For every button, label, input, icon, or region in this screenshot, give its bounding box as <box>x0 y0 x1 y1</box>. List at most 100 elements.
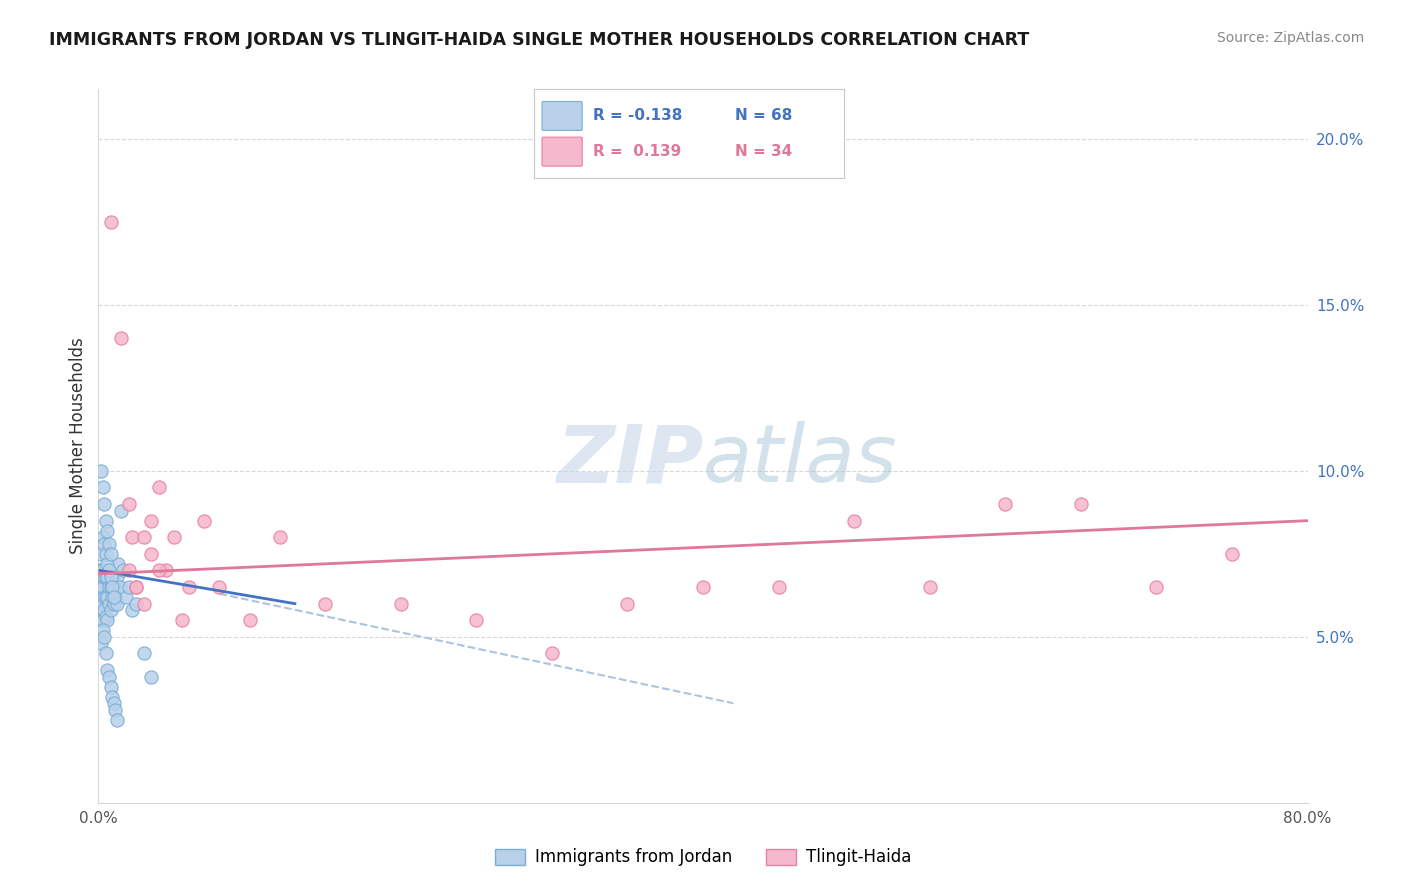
Point <box>101 690 124 704</box>
Point <box>94 590 117 604</box>
Point <box>994 497 1017 511</box>
Point <box>89 580 111 594</box>
Point <box>105 570 128 584</box>
Point <box>91 564 114 578</box>
Point <box>465 613 488 627</box>
Point <box>141 547 163 561</box>
Point <box>141 670 163 684</box>
Point <box>90 464 112 478</box>
Point <box>125 597 148 611</box>
Point <box>692 580 714 594</box>
Text: N = 68: N = 68 <box>735 109 793 123</box>
Point <box>98 670 121 684</box>
Point <box>96 590 118 604</box>
Point <box>90 580 112 594</box>
Point <box>193 514 215 528</box>
Point <box>96 524 118 538</box>
Point <box>107 557 129 571</box>
Point <box>118 497 141 511</box>
Point <box>108 580 131 594</box>
Point <box>118 580 141 594</box>
Point <box>90 613 112 627</box>
Point <box>118 564 141 578</box>
Point <box>148 481 170 495</box>
Point <box>121 530 143 544</box>
Point <box>1070 497 1092 511</box>
Point <box>103 597 125 611</box>
Point <box>179 580 201 594</box>
Point <box>239 613 262 627</box>
Point <box>768 580 790 594</box>
Text: R =  0.139: R = 0.139 <box>593 145 682 159</box>
Text: IMMIGRANTS FROM JORDAN VS TLINGIT-HAIDA SINGLE MOTHER HOUSEHOLDS CORRELATION CHA: IMMIGRANTS FROM JORDAN VS TLINGIT-HAIDA … <box>49 31 1029 49</box>
Y-axis label: Single Mother Households: Single Mother Households <box>69 338 87 554</box>
Text: atlas: atlas <box>703 421 898 500</box>
Point <box>1220 547 1243 561</box>
Point <box>90 636 112 650</box>
Point <box>100 570 122 584</box>
Point <box>93 630 115 644</box>
Point <box>94 570 117 584</box>
Point <box>93 497 115 511</box>
Point <box>103 590 125 604</box>
Point <box>94 610 117 624</box>
Text: Source: ZipAtlas.com: Source: ZipAtlas.com <box>1216 31 1364 45</box>
Legend: Immigrants from Jordan, Tlingit-Haida: Immigrants from Jordan, Tlingit-Haida <box>488 842 918 873</box>
Text: R = -0.138: R = -0.138 <box>593 109 682 123</box>
Point <box>91 481 114 495</box>
Point <box>163 530 186 544</box>
Point <box>96 557 118 571</box>
Point <box>101 570 124 584</box>
Point <box>132 647 155 661</box>
Point <box>141 514 163 528</box>
Point <box>94 514 117 528</box>
Point <box>540 647 562 661</box>
Point <box>96 570 118 584</box>
Point <box>100 603 122 617</box>
Point <box>155 564 177 578</box>
Point <box>89 564 111 578</box>
Point <box>110 504 132 518</box>
Text: ZIP: ZIP <box>555 421 703 500</box>
Point <box>94 647 117 661</box>
Point <box>91 624 114 638</box>
Text: N = 34: N = 34 <box>735 145 793 159</box>
Point <box>125 580 148 594</box>
Point <box>918 580 941 594</box>
Point <box>103 580 125 594</box>
Point <box>105 713 128 727</box>
FancyBboxPatch shape <box>541 137 582 166</box>
Point <box>125 580 148 594</box>
Point <box>93 570 115 584</box>
Point <box>98 580 121 594</box>
Point <box>94 547 117 561</box>
Point <box>98 537 121 551</box>
Point <box>111 564 134 578</box>
Point <box>100 580 122 594</box>
Point <box>91 597 114 611</box>
Point <box>121 603 143 617</box>
Point <box>314 597 336 611</box>
Point <box>90 564 112 578</box>
Point <box>148 564 170 578</box>
Point <box>101 580 124 594</box>
Point <box>208 580 231 594</box>
Point <box>101 590 124 604</box>
Point <box>93 590 115 604</box>
Point <box>98 597 121 611</box>
Point <box>93 537 115 551</box>
Point <box>616 597 638 611</box>
Point <box>269 530 291 544</box>
Point <box>91 580 114 594</box>
Point <box>100 680 122 694</box>
Point <box>100 547 122 561</box>
Point <box>93 603 115 617</box>
Point <box>90 547 112 561</box>
Point <box>98 564 121 578</box>
Point <box>91 613 114 627</box>
Point <box>96 663 118 677</box>
Point <box>89 597 111 611</box>
Point <box>1144 580 1167 594</box>
Point <box>90 597 112 611</box>
Point <box>132 530 155 544</box>
